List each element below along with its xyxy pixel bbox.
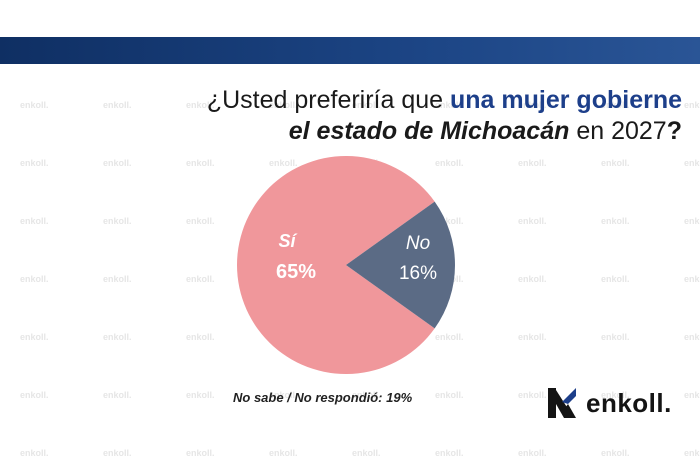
watermark-14: enkoll. (435, 158, 464, 168)
watermark-24: enkoll. (518, 216, 547, 226)
watermark-20: enkoll. (186, 216, 215, 226)
watermark-44: enkoll. (684, 332, 700, 342)
watermark-9: enkoll. (20, 158, 49, 168)
slice-value-si: 65% (276, 261, 316, 283)
pie-slice-si (237, 156, 435, 374)
slice-label-no: No (406, 233, 430, 254)
watermark-28: enkoll. (103, 274, 132, 284)
watermark-2: enkoll. (186, 100, 215, 110)
footnote: No sabe / No respondió: 19% (233, 390, 413, 405)
slice-label-si: Sí (278, 231, 297, 251)
watermark-35: enkoll. (684, 274, 700, 284)
watermark-10: enkoll. (103, 158, 132, 168)
brand-logo: enkoll. (546, 385, 672, 421)
watermark-1: enkoll. (103, 100, 132, 110)
watermark-49: enkoll. (352, 390, 381, 400)
watermark-34: enkoll. (601, 274, 630, 284)
watermark-59: enkoll. (435, 448, 464, 458)
watermark-52: enkoll. (601, 390, 630, 400)
watermark-58: enkoll. (352, 448, 381, 458)
watermark-60: enkoll. (518, 448, 547, 458)
watermark-4: enkoll. (352, 100, 381, 110)
watermark-56: enkoll. (186, 448, 215, 458)
watermark-27: enkoll. (20, 274, 49, 284)
watermark-6: enkoll. (518, 100, 547, 110)
watermark-36: enkoll. (20, 332, 49, 342)
chart-title-line1: ¿Usted preferiría que una mujer gobierne (12, 85, 682, 115)
watermark-37: enkoll. (103, 332, 132, 342)
title-highlight: una mujer gobierne (450, 86, 682, 114)
watermark-62: enkoll. (684, 448, 700, 458)
watermark-46: enkoll. (103, 390, 132, 400)
watermark-25: enkoll. (601, 216, 630, 226)
watermark-23: enkoll. (435, 216, 464, 226)
watermark-55: enkoll. (103, 448, 132, 458)
watermark-57: enkoll. (269, 448, 298, 458)
enkoll-logo-icon (548, 388, 576, 418)
watermark-45: enkoll. (20, 390, 49, 400)
title-year: en 2027 (569, 117, 667, 145)
watermark-41: enkoll. (435, 332, 464, 342)
watermark-42: enkoll. (518, 332, 547, 342)
watermark-38: enkoll. (186, 332, 215, 342)
watermark-19: enkoll. (103, 216, 132, 226)
watermark-16: enkoll. (601, 158, 630, 168)
watermark-50: enkoll. (435, 390, 464, 400)
watermark-12: enkoll. (269, 158, 298, 168)
watermark-11: enkoll. (186, 158, 215, 168)
watermark-8: enkoll. (684, 100, 700, 110)
title-question-mark: ? (666, 117, 682, 145)
watermark-54: enkoll. (20, 448, 49, 458)
title-state: el estado de Michoacán (288, 117, 570, 145)
header-band (0, 37, 700, 64)
watermark-43: enkoll. (601, 332, 630, 342)
slice-value-no: 16% (399, 263, 437, 284)
watermark-26: enkoll. (684, 216, 700, 226)
watermark-3: enkoll. (269, 100, 298, 110)
watermark-51: enkoll. (518, 390, 547, 400)
title-prefix: ¿Usted preferiría que (206, 86, 451, 114)
watermark-53: enkoll. (684, 390, 700, 400)
chart-title-line2: el estado de Michoacán en 2027? (12, 116, 682, 146)
watermark-47: enkoll. (186, 390, 215, 400)
watermark-15: enkoll. (518, 158, 547, 168)
watermark-61: enkoll. (601, 448, 630, 458)
watermark-0: enkoll. (20, 100, 49, 110)
watermark-7: enkoll. (601, 100, 630, 110)
watermark-33: enkoll. (518, 274, 547, 284)
watermark-29: enkoll. (186, 274, 215, 284)
watermark-5: enkoll. (435, 100, 464, 110)
watermark-48: enkoll. (269, 390, 298, 400)
brand-name: enkoll. (586, 387, 672, 418)
pie-slice-no (346, 201, 456, 329)
watermark-17: enkoll. (684, 158, 700, 168)
watermark-18: enkoll. (20, 216, 49, 226)
